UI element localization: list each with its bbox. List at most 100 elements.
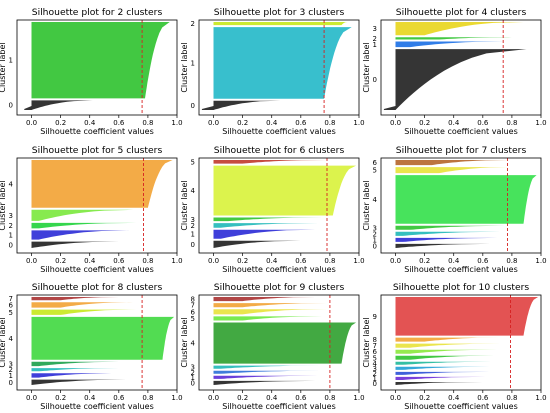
cluster-label-6: 6 bbox=[191, 308, 196, 316]
cluster-0-band bbox=[31, 379, 127, 385]
y-axis-label: Cluster label bbox=[180, 317, 189, 367]
cluster-5-band bbox=[395, 167, 512, 174]
x-tick-label: 0.2 bbox=[55, 394, 66, 402]
cluster-0-band bbox=[31, 241, 119, 248]
cluster-0-band bbox=[395, 243, 491, 248]
cluster-0-negative-tail bbox=[383, 106, 396, 110]
cluster-label-1: 1 bbox=[9, 372, 13, 380]
x-tick-label: 0.6 bbox=[477, 394, 489, 402]
subplot-3: Silhouette plot for 4 clusters 0 12 3 0.0 0.2… bbox=[362, 7, 547, 136]
cluster-3-band bbox=[213, 217, 323, 222]
x-axis-label: Silhouette coefficient values bbox=[222, 265, 335, 274]
cluster-3-band bbox=[31, 361, 119, 367]
plot-frame bbox=[380, 157, 542, 254]
cluster-1-band bbox=[31, 373, 112, 378]
subplot-title: Silhouette plot for 5 clusters bbox=[32, 145, 163, 156]
cluster-2-band bbox=[213, 370, 322, 374]
subplot-2: Silhouette plot for 3 clusters 0 1 2 0.0 0.2 0… bbox=[180, 7, 365, 136]
x-axis-label: Silhouette coefficient values bbox=[404, 127, 517, 136]
x-tick-label: 0.6 bbox=[295, 257, 307, 265]
cluster-8-band bbox=[213, 297, 316, 302]
cluster-7-band bbox=[31, 297, 119, 301]
x-tick-label: 0.8 bbox=[506, 394, 517, 402]
x-tick-label: 0.6 bbox=[477, 119, 489, 127]
x-tick-label: 0.0 bbox=[26, 394, 37, 402]
cluster-label-1: 1 bbox=[191, 231, 195, 239]
cluster-label-2: 2 bbox=[9, 366, 13, 374]
cluster-label-5: 5 bbox=[373, 167, 377, 175]
y-axis-label: Cluster label bbox=[362, 317, 371, 367]
cluster-label-8: 8 bbox=[191, 296, 195, 304]
plot-frame bbox=[198, 157, 360, 254]
cluster-label-1: 1 bbox=[191, 374, 195, 382]
subplot-title: Silhouette plot for 9 clusters bbox=[214, 282, 345, 293]
y-axis-label: Cluster label bbox=[0, 180, 7, 230]
y-axis-label: Cluster label bbox=[0, 317, 7, 367]
cluster-4-band bbox=[31, 316, 175, 360]
cluster-5-band bbox=[395, 355, 495, 360]
cluster-6-band bbox=[395, 160, 509, 166]
cluster-4-band bbox=[31, 160, 173, 208]
cluster-label-0: 0 bbox=[191, 241, 195, 249]
cluster-0-band bbox=[395, 49, 527, 110]
cluster-label-3: 3 bbox=[191, 216, 195, 224]
cluster-label-3: 3 bbox=[9, 212, 13, 220]
cluster-0-band bbox=[213, 100, 281, 110]
subplot-title: Silhouette plot for 10 clusters bbox=[393, 282, 530, 293]
cluster-0-band bbox=[213, 240, 301, 248]
cluster-0-band bbox=[213, 380, 316, 385]
cluster-2-band bbox=[31, 368, 119, 372]
x-tick-label: 1.0 bbox=[535, 119, 546, 127]
cluster-label-1: 1 bbox=[373, 375, 377, 383]
cluster-3-band bbox=[395, 366, 491, 370]
cluster-2-band bbox=[213, 22, 348, 26]
cluster-label-1: 1 bbox=[373, 41, 377, 49]
cluster-label-6: 6 bbox=[373, 348, 378, 356]
cluster-label-6: 6 bbox=[9, 301, 14, 309]
cluster-1-band bbox=[31, 230, 129, 240]
cluster-label-2: 2 bbox=[373, 35, 377, 43]
cluster-7-band bbox=[213, 303, 327, 308]
cluster-label-5: 5 bbox=[373, 354, 377, 362]
cluster-label-8: 8 bbox=[373, 336, 377, 344]
cluster-label-5: 5 bbox=[191, 158, 195, 166]
x-tick-label: 0.8 bbox=[324, 257, 335, 265]
plot-frame bbox=[198, 19, 360, 116]
subplot-4: Silhouette plot for 5 clusters 0 12 3 4 0.0 0.… bbox=[0, 145, 183, 274]
cluster-label-0: 0 bbox=[373, 380, 377, 388]
x-axis-label: Silhouette coefficient values bbox=[404, 265, 517, 274]
cluster-4-band bbox=[395, 175, 537, 224]
y-axis-label: Cluster label bbox=[362, 42, 371, 92]
cluster-2-band bbox=[213, 223, 319, 228]
x-tick-label: 0.2 bbox=[419, 119, 430, 127]
x-tick-label: 0.2 bbox=[55, 257, 66, 265]
x-tick-label: 0.2 bbox=[419, 394, 430, 402]
cluster-5-band bbox=[31, 309, 137, 315]
x-tick-label: 0.2 bbox=[237, 257, 248, 265]
subplot-title: Silhouette plot for 6 clusters bbox=[214, 145, 345, 156]
cluster-label-7: 7 bbox=[373, 342, 377, 350]
cluster-label-0: 0 bbox=[191, 379, 195, 387]
x-axis-label: Silhouette coefficient values bbox=[222, 127, 335, 136]
cluster-label-2: 2 bbox=[191, 369, 195, 377]
cluster-6-band bbox=[213, 309, 327, 315]
subplot-title: Silhouette plot for 7 clusters bbox=[396, 145, 527, 156]
x-tick-label: 0.8 bbox=[142, 119, 153, 127]
cluster-label-3: 3 bbox=[191, 364, 195, 372]
plot-frame bbox=[380, 19, 542, 116]
cluster-2-band bbox=[395, 231, 501, 236]
x-tick-label: 0.6 bbox=[295, 394, 307, 402]
cluster-4-band bbox=[213, 165, 357, 216]
x-tick-label: 0.8 bbox=[324, 119, 335, 127]
subplot-title: Silhouette plot for 4 clusters bbox=[396, 7, 527, 18]
cluster-label-0: 0 bbox=[373, 76, 377, 84]
subplot-title: Silhouette plot for 2 clusters bbox=[32, 7, 163, 18]
x-tick-label: 0.0 bbox=[26, 257, 37, 265]
x-tick-label: 0.4 bbox=[448, 394, 460, 402]
cluster-0-band bbox=[395, 382, 483, 385]
subplot-1: Silhouette plot for 2 clusters 0 1 0.0 0.2 0.… bbox=[0, 7, 183, 136]
